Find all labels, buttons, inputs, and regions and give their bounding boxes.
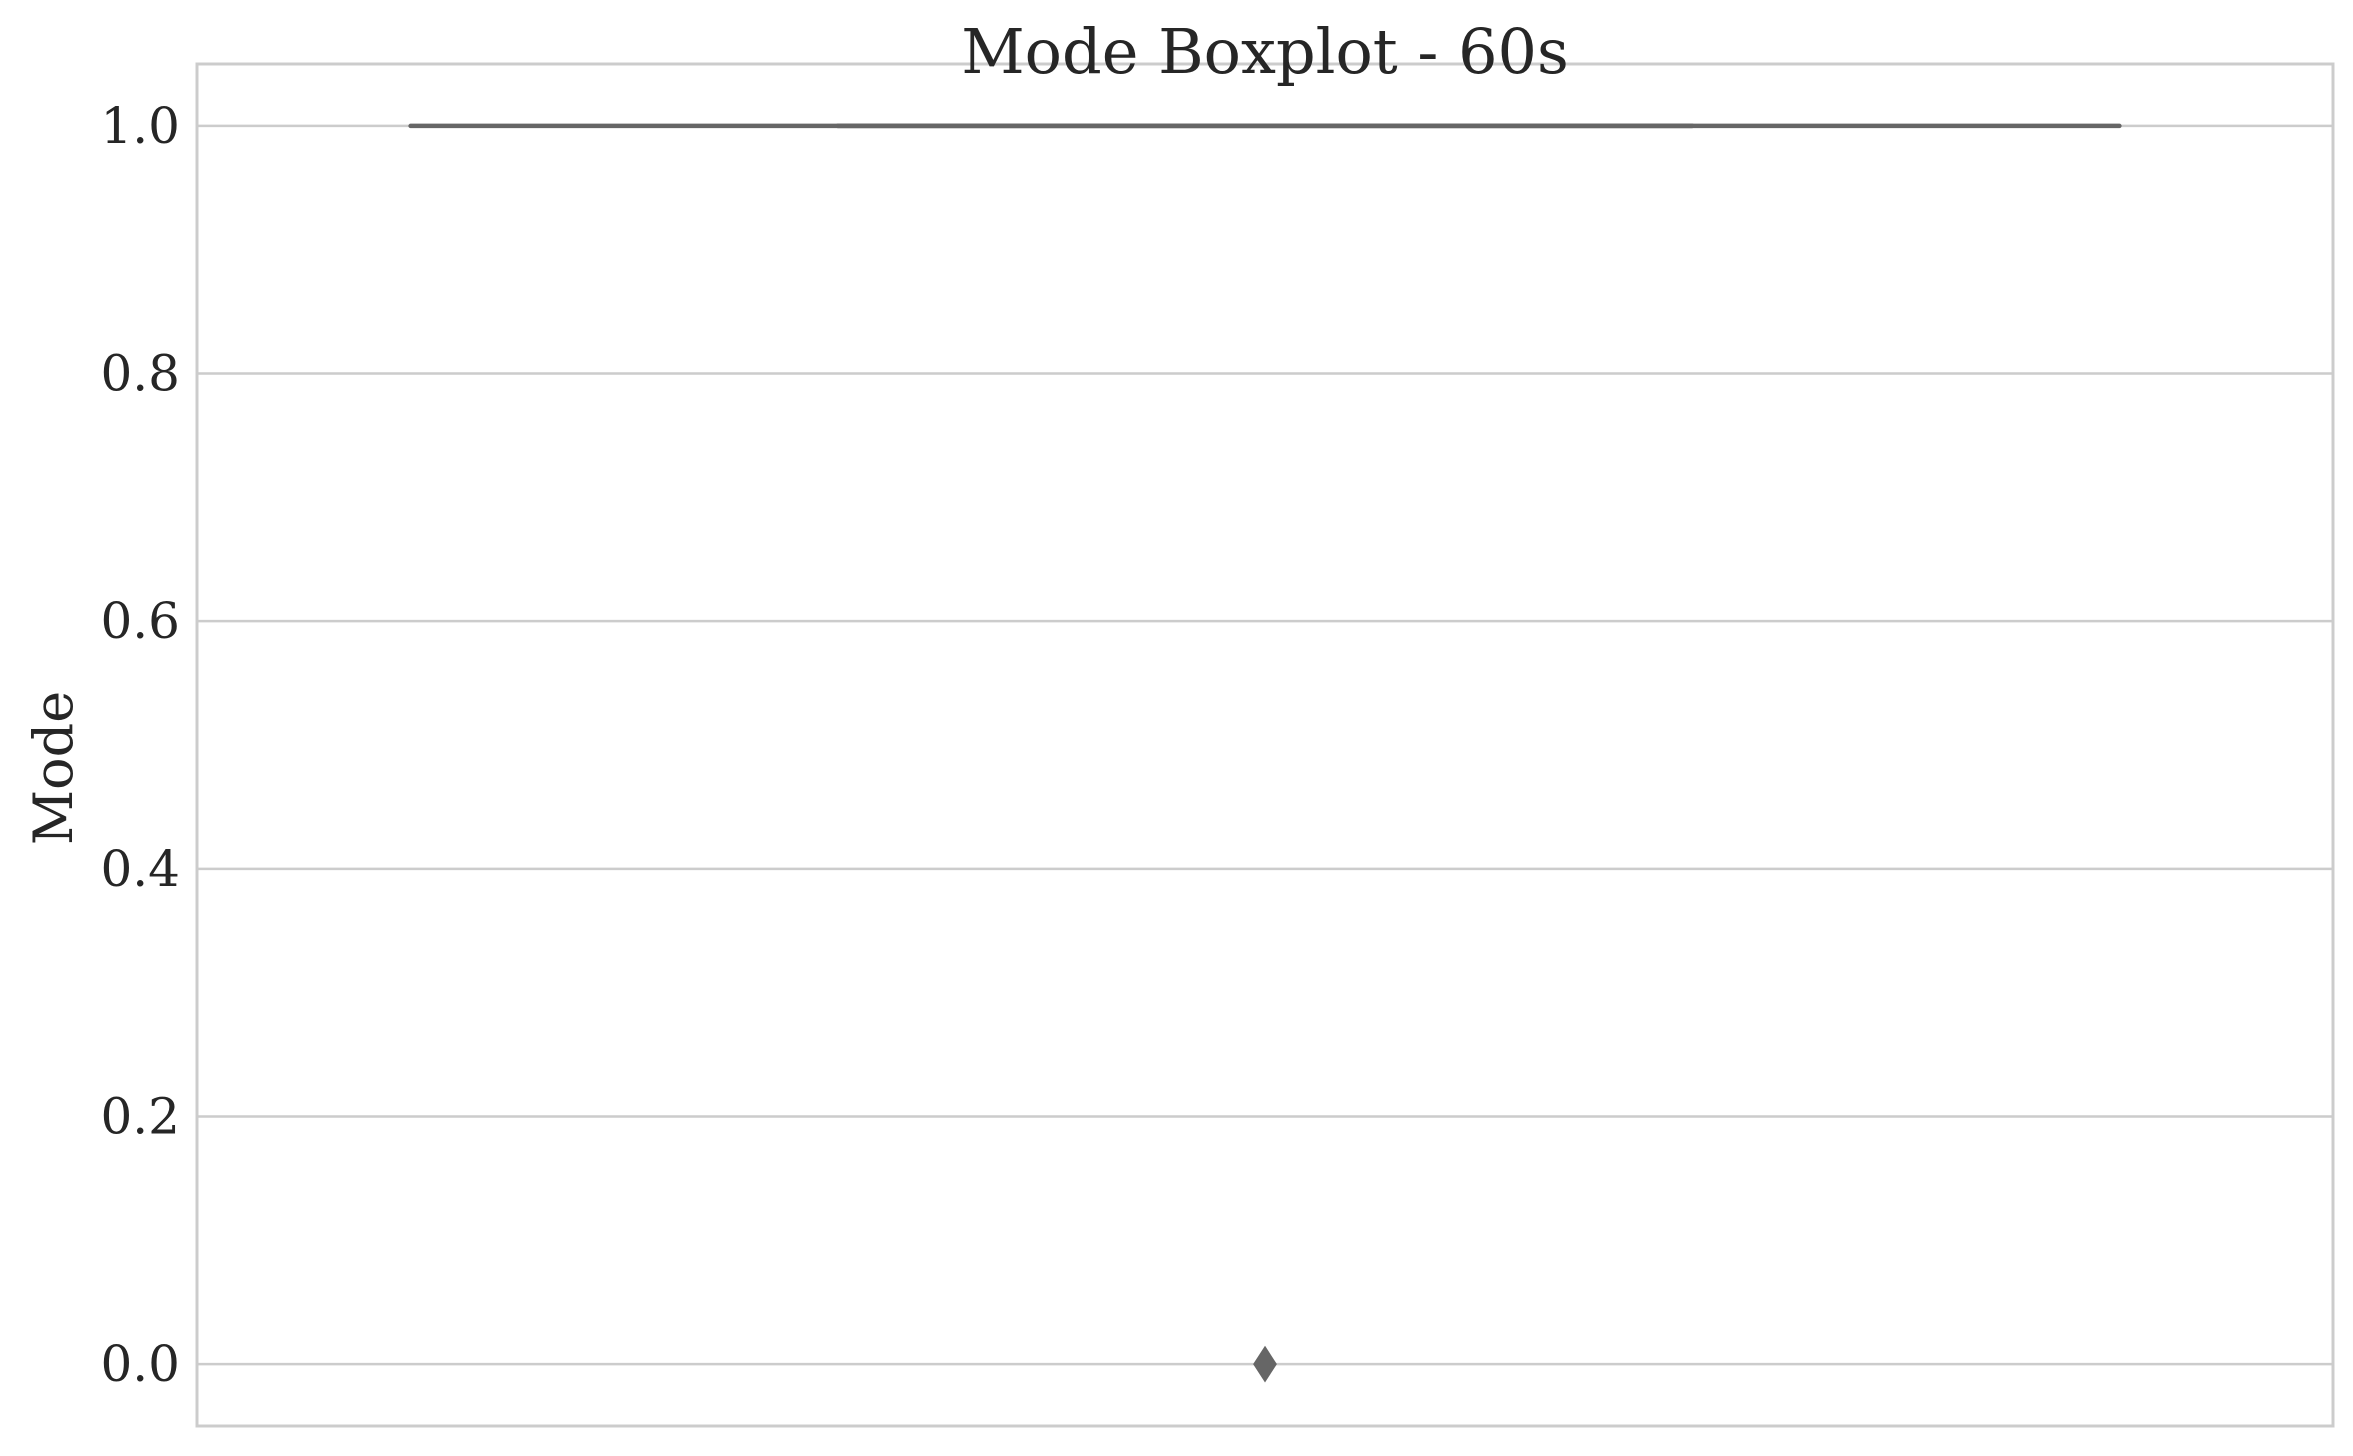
box-elements — [408, 123, 2122, 1383]
chart-title: Mode Boxplot - 60s — [961, 15, 1569, 88]
y-tick-label: 0.0 — [100, 1335, 180, 1393]
y-tick-label: 0.6 — [100, 592, 180, 650]
y-axis-label: Mode — [22, 691, 85, 845]
y-tick-label: 0.8 — [100, 345, 180, 403]
y-tick-label: 0.2 — [100, 1087, 180, 1145]
y-tick-label: 0.4 — [100, 840, 180, 898]
outlier-point — [1253, 1345, 1277, 1383]
plot-frame — [195, 62, 2335, 1428]
y-tick-labels: 0.0 0.2 0.4 0.6 0.8 1.0 — [100, 97, 180, 1393]
y-tick-label: 1.0 — [100, 97, 180, 155]
